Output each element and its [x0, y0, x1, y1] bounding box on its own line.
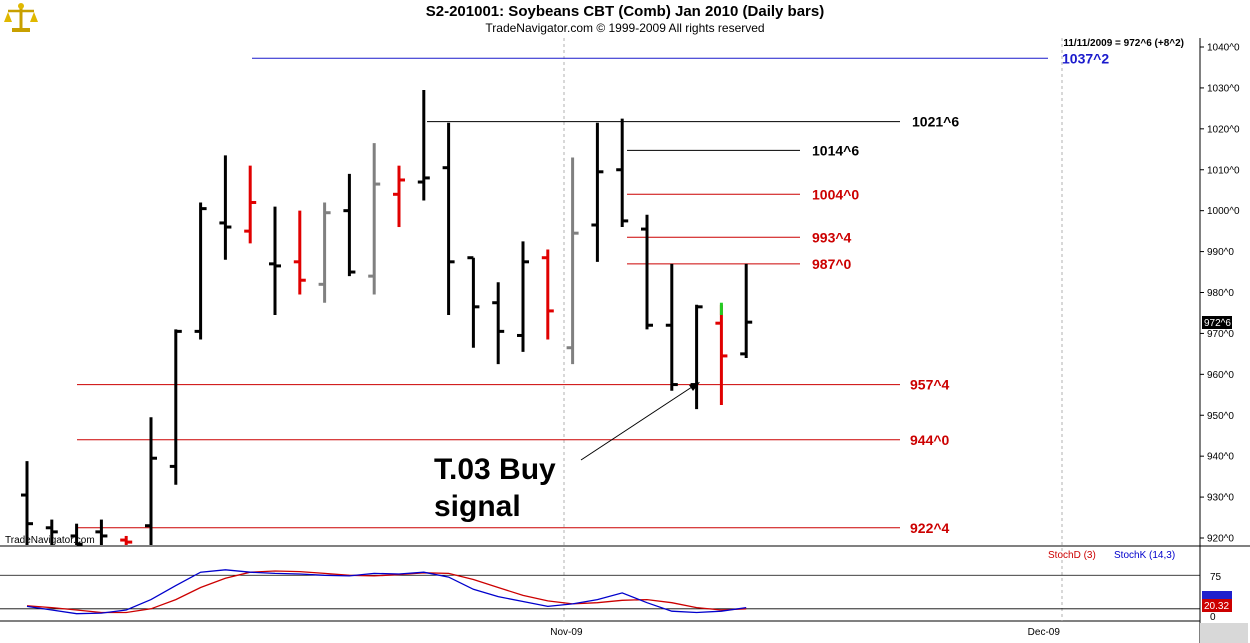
- chart-title: S2-201001: Soybeans CBT (Comb) Jan 2010 …: [425, 3, 825, 20]
- level-label: 1037^2: [1062, 50, 1109, 66]
- price-tick-label: 970^0: [1207, 329, 1234, 340]
- price-tick-label: 990^0: [1207, 247, 1234, 258]
- level-label: 944^0: [910, 432, 950, 448]
- stoch-k-marker: [1202, 591, 1232, 599]
- stoch-tick-0: 0: [1210, 612, 1216, 623]
- level-label: 993^4: [812, 229, 852, 245]
- stoch-series-line: [26, 569, 747, 615]
- last-price-label: 972^6: [1204, 318, 1231, 329]
- last-price-box: [1202, 316, 1232, 329]
- level-label: 1014^6: [812, 142, 859, 158]
- stoch-d-marker: [1202, 599, 1232, 612]
- buy-signal-annotation-line2: signal: [434, 490, 521, 523]
- level-label: 922^4: [910, 520, 950, 536]
- level-label: 957^4: [910, 377, 950, 393]
- stoch-last-value: 20.32: [1204, 601, 1229, 612]
- stoch-tick-75: 75: [1210, 572, 1222, 583]
- price-tick-label: 1020^0: [1207, 124, 1240, 135]
- title-bar: S2-201001: Soybeans CBT (Comb) Jan 2010 …: [0, 0, 1250, 38]
- stoch-k-legend: StochK (14,3): [1114, 550, 1175, 561]
- price-tick-label: 1000^0: [1207, 206, 1240, 217]
- watermark: TradeNavigator.com: [5, 535, 95, 546]
- annotation-arrow: [580, 382, 699, 461]
- copyright-subtitle: TradeNavigator.com © 1999-2009 All right…: [485, 21, 765, 35]
- price-tick-label: 1010^0: [1207, 165, 1240, 176]
- level-label: 1021^6: [912, 114, 959, 130]
- price-tick-label: 950^0: [1207, 411, 1234, 422]
- info-line: 11/11/2009 = 972^6 (+8^2): [1063, 38, 1184, 49]
- time-axis-label: Dec-09: [1028, 627, 1061, 638]
- time-axis-label: Nov-09: [550, 627, 583, 638]
- stoch-series-line: [26, 570, 747, 614]
- price-tick-label: 1030^0: [1207, 83, 1240, 94]
- time-axis-corner: [1200, 623, 1248, 643]
- stoch-d-legend: StochD (3): [1048, 550, 1096, 561]
- arrow-head-icon: [689, 382, 700, 391]
- scales-logo-icon: [4, 3, 38, 32]
- price-tick-label: 930^0: [1207, 493, 1234, 504]
- level-label: 987^0: [812, 256, 852, 272]
- price-tick-label: 980^0: [1207, 288, 1234, 299]
- level-label: 1004^0: [812, 186, 859, 202]
- price-tick-label: 940^0: [1207, 452, 1234, 463]
- price-tick-label: 920^0: [1207, 534, 1234, 545]
- price-tick-label: 1040^0: [1207, 43, 1240, 54]
- buy-signal-annotation-line1: T.03 Buy: [434, 453, 556, 486]
- price-tick-label: 960^0: [1207, 370, 1234, 381]
